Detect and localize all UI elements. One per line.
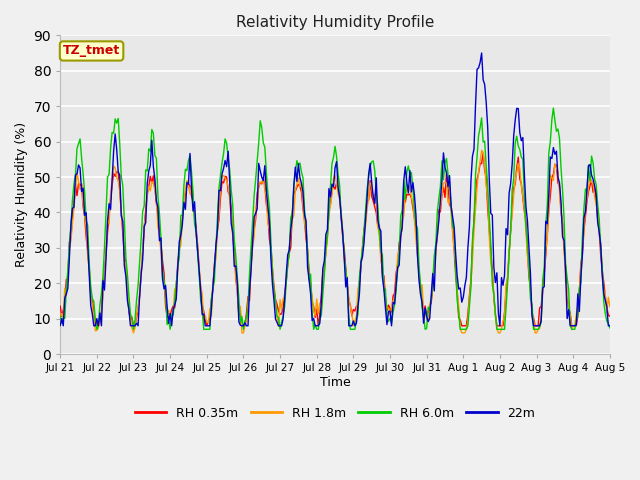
- RH 6.0m: [56, 313, 64, 319]
- 22m: [60, 323, 67, 329]
- RH 6.0m: [93, 326, 100, 332]
- RH 1.8m: [371, 192, 379, 197]
- RH 6.0m: [606, 325, 614, 331]
- RH 0.35m: [56, 303, 64, 309]
- 22m: [371, 201, 379, 206]
- RH 0.35m: [479, 150, 487, 156]
- RH 1.8m: [606, 304, 614, 310]
- RH 0.35m: [371, 204, 379, 210]
- Title: Relativity Humidity Profile: Relativity Humidity Profile: [236, 15, 434, 30]
- RH 1.8m: [72, 186, 79, 192]
- X-axis label: Time: Time: [319, 376, 351, 389]
- RH 1.8m: [478, 147, 486, 153]
- RH 6.0m: [540, 264, 548, 270]
- 22m: [478, 50, 486, 56]
- RH 0.35m: [606, 313, 614, 319]
- Line: RH 1.8m: RH 1.8m: [60, 150, 610, 333]
- RH 0.35m: [389, 293, 397, 299]
- 22m: [160, 286, 168, 292]
- RH 6.0m: [160, 279, 168, 285]
- RH 6.0m: [550, 105, 557, 111]
- RH 0.35m: [160, 270, 168, 276]
- RH 6.0m: [389, 310, 397, 315]
- Y-axis label: Relativity Humidity (%): Relativity Humidity (%): [15, 122, 28, 267]
- RH 0.35m: [401, 199, 409, 205]
- 22m: [542, 218, 550, 224]
- 22m: [606, 323, 614, 329]
- RH 0.35m: [72, 181, 79, 187]
- Line: RH 0.35m: RH 0.35m: [60, 153, 610, 326]
- 22m: [73, 171, 81, 177]
- RH 0.35m: [542, 252, 550, 258]
- RH 1.8m: [160, 279, 168, 285]
- RH 6.0m: [371, 168, 379, 174]
- Text: TZ_tmet: TZ_tmet: [63, 45, 120, 58]
- 22m: [56, 323, 64, 328]
- RH 0.35m: [95, 323, 102, 329]
- RH 1.8m: [130, 330, 138, 336]
- Legend: RH 0.35m, RH 1.8m, RH 6.0m, 22m: RH 0.35m, RH 1.8m, RH 6.0m, 22m: [130, 402, 540, 425]
- RH 1.8m: [389, 298, 397, 303]
- RH 6.0m: [401, 196, 409, 202]
- Line: RH 6.0m: RH 6.0m: [60, 108, 610, 329]
- RH 1.8m: [56, 314, 64, 320]
- RH 1.8m: [542, 247, 550, 252]
- RH 1.8m: [401, 191, 409, 196]
- 22m: [401, 164, 409, 169]
- RH 6.0m: [72, 172, 79, 178]
- 22m: [389, 300, 397, 305]
- Line: 22m: 22m: [60, 53, 610, 326]
